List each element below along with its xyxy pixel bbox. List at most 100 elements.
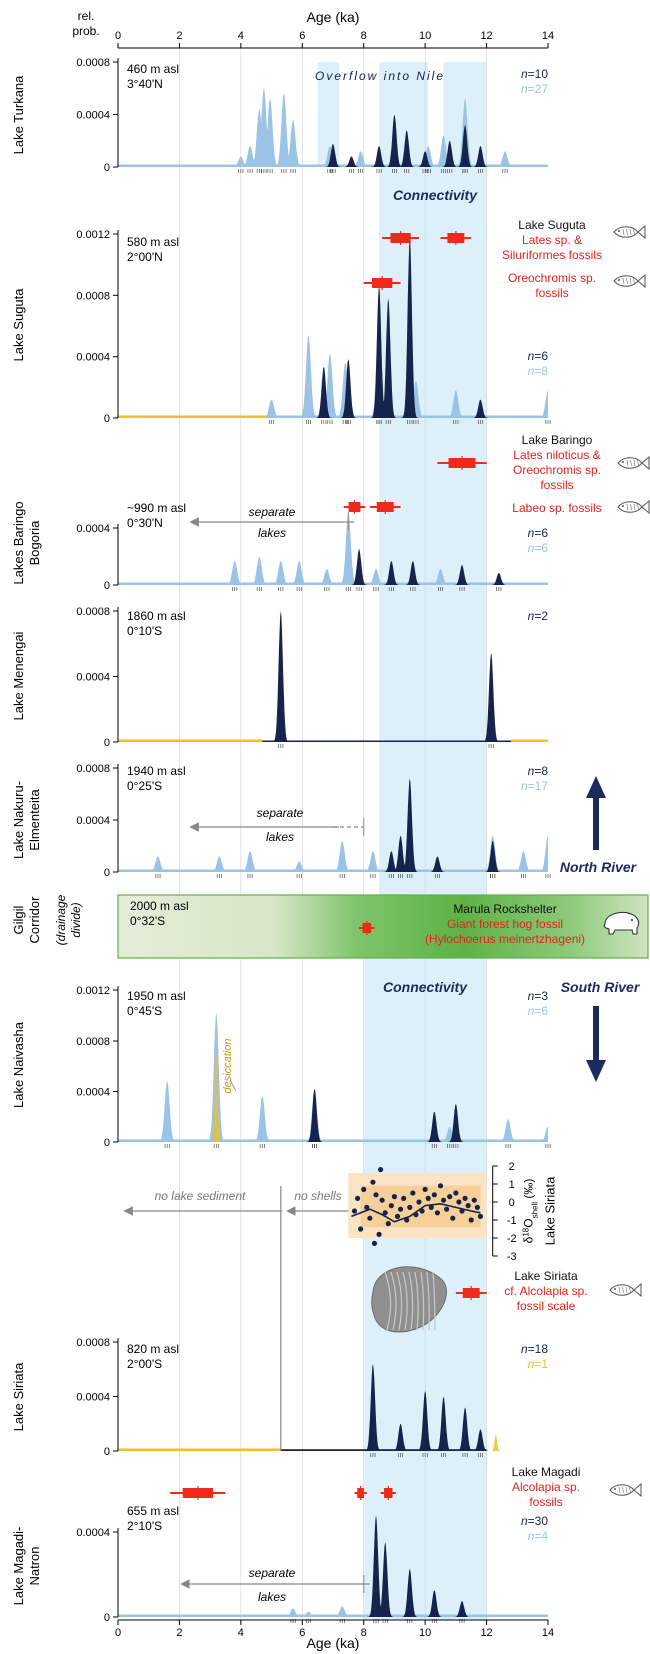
- fish-scale: [622, 228, 625, 236]
- fish-scale: [629, 1286, 631, 1294]
- gilgil-band: [117, 894, 649, 959]
- baseline-strip-dark: [262, 740, 512, 742]
- fish-scale: [633, 277, 635, 285]
- y-header: prob.: [72, 24, 99, 38]
- y-tick-label: 0.0008: [76, 1036, 110, 1048]
- y-tick-label: 0.0008: [76, 1337, 110, 1349]
- sample-count-n: n: [528, 1529, 535, 1543]
- fish-scale: [629, 228, 632, 236]
- fish-icon: [613, 224, 646, 240]
- panel-title: Natron: [27, 1546, 42, 1585]
- fossil-scale-ridge: [384, 1271, 392, 1331]
- sample-count: n=1: [528, 1357, 549, 1371]
- x-tick-label: 0: [115, 30, 121, 42]
- sample-count: n=8: [528, 764, 549, 778]
- d18O-point: [397, 1206, 404, 1212]
- d18O-envelope-inner: [360, 1185, 481, 1228]
- panel-title: Lake Naivasha: [11, 1021, 26, 1108]
- sample-count-value: =6: [534, 1004, 548, 1018]
- fish-scale: [626, 459, 629, 467]
- d18O-point: [413, 1212, 419, 1218]
- d18O-point: [431, 1192, 437, 1198]
- sample-count-n: n: [528, 349, 535, 363]
- fossil-text: cf. Alcolapia sp.: [504, 1284, 587, 1298]
- y-tick-label: 0: [104, 867, 110, 879]
- annotation-text: separate: [257, 806, 304, 820]
- y-tick-label: 0.0004: [76, 672, 110, 684]
- baseline-strip: [118, 1139, 548, 1142]
- d18O-point: [450, 1215, 456, 1221]
- annotation-text: no lake sediment: [155, 1189, 246, 1203]
- sample-count-n: n: [528, 1004, 535, 1018]
- fossil-text: Oreochromis sp.: [513, 463, 601, 477]
- y-tick-label: 0.0012: [76, 985, 110, 997]
- d18O-point: [379, 1197, 385, 1203]
- d18O-tick-label: -2: [507, 1233, 517, 1245]
- sample-count: n=6: [528, 1004, 549, 1018]
- x-tick-label: 0: [115, 1627, 121, 1639]
- dark-series-area: [118, 114, 548, 167]
- fish-scale: [629, 277, 632, 285]
- desiccation-leader: [229, 1079, 237, 1092]
- y-tick-label: 0.0004: [76, 1527, 110, 1539]
- x-tick-label: 6: [299, 30, 305, 42]
- site-info: 0°45'S: [127, 1004, 162, 1018]
- fish-scale: [625, 1486, 628, 1494]
- d18O-label-o: O: [522, 1218, 536, 1227]
- inset-lake-label: Lake Siriata: [543, 1176, 558, 1245]
- y-tick-label: 0.0012: [76, 229, 110, 241]
- site-info: ~990 m asl: [127, 501, 186, 515]
- y-tick-label: 0.0004: [76, 1392, 110, 1404]
- panel-title: Corridor: [27, 896, 42, 944]
- probability-series: [118, 88, 551, 1623]
- d18O-tick-label: -3: [507, 1251, 517, 1263]
- fossil-text: Lates niloticus &: [513, 448, 600, 462]
- fish-scale: [622, 277, 625, 285]
- y-header: rel.: [78, 9, 95, 23]
- fish-scale: [618, 1486, 621, 1494]
- fossil-text: fossil scale: [517, 1299, 576, 1313]
- sample-count: n=17: [521, 779, 548, 793]
- y-tick-label: 0: [104, 162, 110, 174]
- fossil-text: Lake Suguta: [518, 218, 586, 232]
- grid: [179, 48, 487, 1620]
- sample-count: n=18: [521, 1342, 548, 1356]
- x-tick-label: 12: [480, 1627, 492, 1639]
- overflow-band-b: [379, 62, 429, 167]
- sample-count-n: n: [528, 609, 535, 623]
- d18O-point: [361, 1186, 367, 1192]
- fossil-scale-ridge: [396, 1271, 403, 1331]
- annotation-text: lakes: [266, 830, 294, 844]
- fish-scale: [630, 503, 632, 511]
- site-info: 0°32'S: [130, 914, 165, 928]
- sample-count: n=6: [528, 526, 549, 540]
- fossil-scale-ridge: [420, 1271, 425, 1331]
- fish-icon: [613, 273, 646, 289]
- y-tick-label: 0: [104, 580, 110, 592]
- d18O-point: [376, 1231, 382, 1237]
- d18O-point: [404, 1217, 410, 1223]
- panel-title: Gilgil: [11, 905, 26, 934]
- y-tick-label: 0: [104, 1612, 110, 1624]
- x-tick-label: 4: [238, 30, 244, 42]
- hog-eye: [631, 919, 633, 921]
- hog-outline: [603, 911, 640, 935]
- fossil-text: Lake Magadi: [512, 1465, 581, 1479]
- fossil-text: Marula Rockshelter: [453, 902, 556, 916]
- panel-series-7: [118, 1363, 548, 1457]
- annotation-text: separate: [249, 1566, 296, 1580]
- sample-count-n: n: [528, 1357, 535, 1371]
- d18O-point: [371, 1240, 378, 1246]
- fish-icon: [609, 1482, 642, 1498]
- baseline-strip-yellow: [118, 415, 272, 418]
- sample-count: n=10: [521, 67, 548, 81]
- y-tick-label: 0: [104, 413, 110, 425]
- fish-scale: [625, 1286, 628, 1294]
- sample-count-value: =8: [534, 764, 548, 778]
- fish-outline: [617, 455, 650, 471]
- d18O-point: [459, 1208, 465, 1214]
- panel-subtitle: (drainage: [54, 894, 68, 945]
- sample-count-value: =3: [534, 989, 548, 1003]
- d18O-point: [453, 1190, 459, 1196]
